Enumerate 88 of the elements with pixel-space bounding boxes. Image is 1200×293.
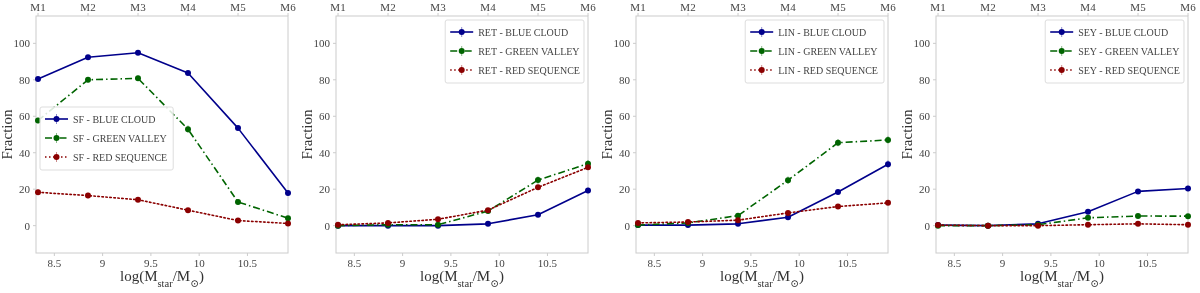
- legend-label: LIN - RED SEQUENCE: [778, 64, 878, 76]
- y-tick-label: 40: [319, 146, 331, 159]
- legend-label: SF - BLUE CLOUD: [73, 113, 156, 125]
- x2-tick-label: 9: [999, 257, 1006, 269]
- x2-tick-label: 9.5: [744, 257, 759, 269]
- y-tick-label: 80: [919, 73, 931, 86]
- x-tick-label: M6: [1180, 1, 1197, 13]
- x2-tick-label: 9: [699, 257, 706, 269]
- y-tick-label: 100: [613, 37, 631, 50]
- x2-tick-label: 8.5: [47, 257, 62, 269]
- x-tick-label: M5: [1130, 1, 1147, 13]
- y-tick-label: 100: [913, 37, 931, 50]
- x-tick-label: M3: [730, 1, 747, 13]
- y-tick-label: 20: [919, 183, 931, 196]
- legend-label: RET - GREEN VALLEY: [478, 45, 580, 57]
- x-tick-label: M4: [1080, 1, 1097, 13]
- y-tick-label: 40: [919, 146, 931, 159]
- legend-label: RET - BLUE CLOUD: [478, 26, 569, 38]
- x2-tick-label: 9.5: [444, 257, 459, 269]
- x2-tick-label: 10: [193, 257, 206, 269]
- y-tick-label: 80: [619, 73, 631, 86]
- y-tick-label: 0: [24, 219, 31, 232]
- x-tick-label: M3: [130, 1, 147, 13]
- y-tick-label: 0: [924, 219, 931, 232]
- x-tick-label: M6: [580, 1, 597, 13]
- x-tick-label: M4: [480, 1, 497, 13]
- x-tick-label: M5: [230, 1, 247, 13]
- x2-tick-label: 9.5: [1044, 257, 1059, 269]
- y-tick-label: 100: [313, 37, 331, 50]
- y-tick-label: 0: [624, 219, 631, 232]
- x-tick-label: M1: [630, 1, 646, 13]
- x-tick-label: M2: [80, 1, 96, 13]
- x2-tick-label: 10.5: [837, 257, 858, 269]
- x2-tick-label: 9: [99, 257, 106, 269]
- legend-label: SF - RED SEQUENCE: [73, 151, 168, 163]
- x-tick-label: M5: [530, 1, 547, 13]
- x2-axis-title: log(M$_{star}$/M$_{⊙}$): [720, 268, 804, 289]
- x-tick-label: M4: [180, 1, 197, 13]
- y-tick-label: 40: [619, 146, 631, 159]
- legend-label: LIN - BLUE CLOUD: [778, 26, 867, 38]
- y-tick-label: 40: [19, 146, 31, 159]
- y-tick-label: 60: [919, 110, 931, 123]
- x-tick-label: M3: [1030, 1, 1047, 13]
- y-tick-label: 20: [319, 183, 331, 196]
- x2-axis-title: log(M$_{star}$/M$_{⊙}$): [120, 268, 204, 289]
- legend-label: LIN - GREEN VALLEY: [778, 45, 878, 57]
- x2-tick-label: 10.5: [237, 257, 258, 269]
- x2-tick-label: 8.5: [947, 257, 962, 269]
- x2-axis-title: log(M$_{star}$/M$_{⊙}$): [1020, 268, 1104, 289]
- legend-label: SEY - GREEN VALLEY: [1078, 45, 1180, 57]
- x2-tick-label: 10: [493, 257, 506, 269]
- y-axis-title: Fraction: [0, 109, 15, 160]
- y-tick-label: 80: [19, 73, 31, 86]
- x2-tick-label: 8.5: [647, 257, 662, 269]
- y-tick-label: 60: [19, 110, 31, 123]
- legend-label: SEY - BLUE CLOUD: [1078, 26, 1169, 38]
- x-tick-label: M1: [330, 1, 346, 13]
- y-tick-label: 0: [324, 219, 331, 232]
- x2-tick-label: 10.5: [1137, 257, 1158, 269]
- x-tick-label: M5: [830, 1, 847, 13]
- y-axis-title: Fraction: [899, 109, 915, 160]
- x-tick-label: M2: [680, 1, 696, 13]
- y-tick-label: 100: [13, 37, 31, 50]
- x2-tick-label: 10: [793, 257, 806, 269]
- x-tick-label: M2: [980, 1, 996, 13]
- x-tick-label: M3: [430, 1, 447, 13]
- y-tick-label: 20: [619, 183, 631, 196]
- x2-tick-label: 9: [399, 257, 406, 269]
- x-tick-label: M6: [880, 1, 897, 13]
- x2-axis-title: log(M$_{star}$/M$_{⊙}$): [420, 268, 504, 289]
- x-tick-label: M2: [380, 1, 396, 13]
- y-tick-label: 20: [19, 183, 31, 196]
- y-tick-label: 60: [619, 110, 631, 123]
- legend-label: SF - GREEN VALLEY: [73, 132, 167, 144]
- y-axis-title: Fraction: [299, 109, 315, 160]
- y-tick-label: 60: [319, 110, 331, 123]
- x-tick-label: M1: [930, 1, 946, 13]
- x2-tick-label: 8.5: [347, 257, 362, 269]
- legend-label: SEY - RED SEQUENCE: [1078, 64, 1180, 76]
- x-tick-label: M6: [280, 1, 297, 13]
- x-tick-label: M1: [30, 1, 46, 13]
- y-axis-title: Fraction: [599, 109, 615, 160]
- x2-tick-label: 10: [1093, 257, 1106, 269]
- x-tick-label: M4: [780, 1, 797, 13]
- x2-tick-label: 9.5: [144, 257, 159, 269]
- legend-label: RET - RED SEQUENCE: [478, 64, 580, 76]
- y-tick-label: 80: [319, 73, 331, 86]
- x2-tick-label: 10.5: [537, 257, 558, 269]
